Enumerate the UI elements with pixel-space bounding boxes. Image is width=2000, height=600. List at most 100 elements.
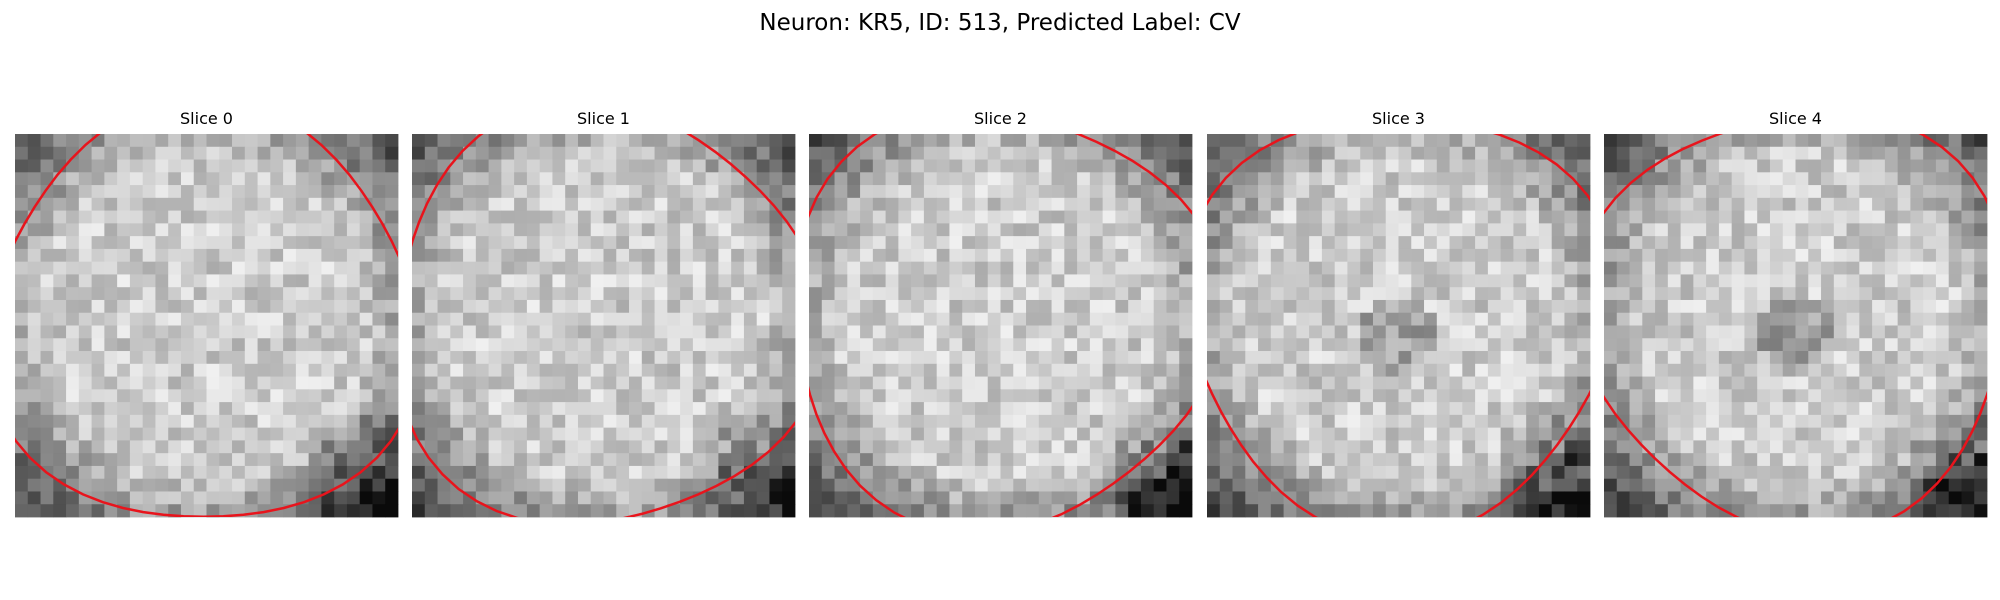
pixel xyxy=(629,185,643,199)
pixel xyxy=(1398,376,1412,390)
pixel xyxy=(1500,402,1514,416)
pixel xyxy=(1051,427,1065,441)
pixel xyxy=(1564,402,1578,416)
pixel xyxy=(1219,134,1233,148)
pixel xyxy=(219,376,233,390)
pixel xyxy=(1013,376,1027,390)
pixel xyxy=(860,299,874,314)
pixel xyxy=(1334,134,1348,148)
pixel xyxy=(1026,491,1040,505)
pixel xyxy=(526,504,541,518)
pixel xyxy=(641,299,655,314)
pixel xyxy=(168,134,182,148)
pixel xyxy=(1219,261,1233,275)
pixel xyxy=(78,274,92,288)
pixel xyxy=(1232,478,1246,492)
pixel xyxy=(1398,427,1412,441)
pixel xyxy=(1013,465,1027,480)
pixel xyxy=(1872,223,1886,237)
pixel xyxy=(1629,185,1643,199)
pixel xyxy=(1910,414,1924,429)
pixel xyxy=(117,210,131,224)
pixel xyxy=(1513,363,1527,377)
pixel xyxy=(1769,172,1784,186)
pixel xyxy=(539,248,553,263)
pixel xyxy=(501,427,515,441)
pixel xyxy=(1140,376,1155,390)
pixel xyxy=(1128,363,1142,377)
pixel xyxy=(1128,223,1142,237)
pixel xyxy=(1385,427,1399,441)
pixel xyxy=(1166,351,1180,365)
pixel xyxy=(1115,351,1129,365)
pixel xyxy=(526,197,541,211)
pixel xyxy=(860,465,874,480)
pixel xyxy=(629,325,643,339)
pixel xyxy=(743,351,758,365)
pixel xyxy=(1897,172,1911,186)
pixel xyxy=(1910,146,1924,160)
pixel xyxy=(475,427,489,441)
pixel xyxy=(1258,287,1272,301)
pixel xyxy=(40,223,54,237)
pixel xyxy=(860,312,874,326)
pixel xyxy=(577,325,592,339)
pixel xyxy=(232,440,246,454)
pixel xyxy=(936,325,950,339)
pixel xyxy=(860,197,874,211)
pixel xyxy=(1910,325,1924,339)
pixel xyxy=(1436,172,1450,186)
pixel xyxy=(1270,210,1284,224)
pixel xyxy=(1013,363,1027,377)
pixel xyxy=(1372,376,1387,390)
pixel xyxy=(1051,274,1065,288)
pixel xyxy=(1179,504,1193,518)
pixel xyxy=(1207,465,1221,480)
pixel xyxy=(1974,134,1988,148)
pixel xyxy=(526,465,541,480)
pixel xyxy=(283,274,297,288)
pixel xyxy=(219,504,233,518)
pixel xyxy=(1629,376,1643,390)
pixel xyxy=(1718,287,1733,301)
pixel xyxy=(821,402,835,416)
pixel xyxy=(872,440,886,454)
pixel xyxy=(1360,197,1374,211)
pixel xyxy=(1449,389,1463,403)
pixel xyxy=(40,248,54,263)
pixel xyxy=(577,363,592,377)
pixel xyxy=(372,351,386,365)
pixel xyxy=(1487,478,1502,492)
pixel xyxy=(91,248,105,263)
pixel xyxy=(1258,453,1272,467)
pixel xyxy=(1385,376,1399,390)
pixel xyxy=(155,146,169,160)
pixel xyxy=(1334,504,1348,518)
pixel xyxy=(1564,491,1578,505)
pixel xyxy=(168,414,182,429)
pixel xyxy=(40,504,54,518)
pixel xyxy=(1884,453,1899,467)
pixel xyxy=(1564,299,1578,314)
pixel xyxy=(1821,389,1835,403)
pixel xyxy=(1372,338,1387,352)
pixel xyxy=(1232,210,1246,224)
pixel xyxy=(1140,453,1155,467)
pixel xyxy=(705,261,719,275)
pixel xyxy=(1334,185,1348,199)
pixel xyxy=(412,414,426,429)
pixel xyxy=(1449,376,1463,390)
pixel xyxy=(860,478,874,492)
pixel xyxy=(193,478,207,492)
pixel xyxy=(821,351,835,365)
pixel xyxy=(1207,134,1221,148)
pixel xyxy=(936,465,950,480)
pixel xyxy=(1564,453,1578,467)
pixel xyxy=(1974,312,1988,326)
pixel xyxy=(180,491,195,505)
pixel xyxy=(1026,351,1040,365)
pixel xyxy=(654,134,668,148)
pixel xyxy=(1706,351,1720,365)
pixel xyxy=(769,299,783,314)
pixel xyxy=(756,287,770,301)
